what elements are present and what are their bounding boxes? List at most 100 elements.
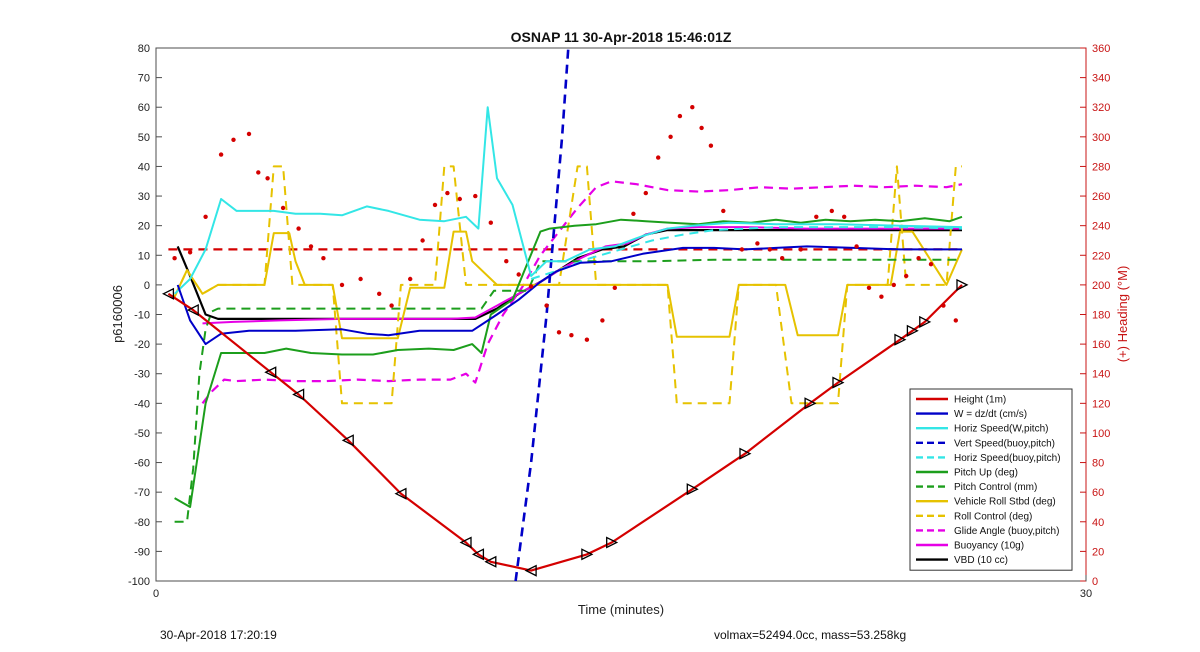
heading-point <box>504 259 509 264</box>
heading-point <box>265 176 270 181</box>
heading-point <box>544 303 549 308</box>
heading-point <box>389 303 394 308</box>
heading-tick-label: 300 <box>1092 132 1110 144</box>
series-vert-speed-buoy-pitch <box>514 47 570 582</box>
series-horiz-speed-w-pitch <box>173 106 963 295</box>
legend-label-vert-speed-buoy-pitch: Vert Speed(buoy,pitch) <box>954 438 1055 449</box>
heading-point <box>612 285 617 290</box>
height-marker <box>264 366 277 379</box>
heading-point <box>420 238 425 243</box>
heading-point <box>677 113 683 119</box>
heading-point <box>721 208 726 214</box>
y-tick-label: 80 <box>138 43 150 55</box>
heading-point <box>829 208 834 214</box>
y-tick-label: -20 <box>134 339 150 351</box>
chart-title: OSNAP 11 30-Apr-2018 15:46:01Z <box>511 29 732 45</box>
legend-label-roll-control-deg: Roll Control (deg) <box>954 511 1032 522</box>
legend: Height (1m) W = dz/dt (cm/s) Horiz Speed(W… <box>909 388 1073 571</box>
x-axis-label: Time (minutes) <box>578 602 664 617</box>
heading-point <box>699 125 704 131</box>
heading-point <box>172 256 177 261</box>
x-tick-label: 0 <box>153 588 159 600</box>
heading-point <box>928 262 934 267</box>
heading-tick-label: 320 <box>1092 102 1110 114</box>
heading-point <box>739 247 745 252</box>
legend-label-glide-angle-buoy-pitch: Glide Angle (buoy,pitch) <box>954 526 1059 537</box>
height-marker <box>484 555 497 568</box>
y-tick-label: 30 <box>138 191 150 203</box>
heading-point <box>866 285 872 290</box>
legend-label-buoyancy-10g: Buoyancy (10g) <box>954 541 1024 552</box>
heading-point <box>842 214 847 219</box>
heading-tick-label: 260 <box>1092 191 1110 203</box>
heading-point <box>358 276 363 282</box>
legend-label-horiz-speed-w-pitch: Horiz Speed(W,pitch) <box>954 424 1048 435</box>
heading-tick-label: 240 <box>1092 221 1110 233</box>
heading-tick-label: 80 <box>1092 458 1104 470</box>
heading-point <box>377 291 382 296</box>
y-tick-label: -10 <box>134 310 150 322</box>
y-tick-label: 70 <box>138 73 150 85</box>
height-marker <box>832 376 845 389</box>
heading-tick-label: 220 <box>1092 250 1110 262</box>
heading-tick-label: 40 <box>1092 517 1104 529</box>
heading-point <box>321 256 326 261</box>
heading-point <box>528 284 534 289</box>
legend-label-pitch-control-mm: Pitch Control (mm) <box>954 482 1037 493</box>
heading-tick-label: 20 <box>1092 546 1104 558</box>
heading-tick-label: 340 <box>1092 73 1110 85</box>
heading-point <box>256 170 261 175</box>
heading-point <box>643 190 648 196</box>
series-pitch-control-mm <box>174 258 962 523</box>
heading-point <box>408 276 413 282</box>
height-marker <box>161 287 175 300</box>
heading-point <box>916 256 921 261</box>
heading-tick-label: 100 <box>1092 428 1110 440</box>
heading-point <box>296 226 301 231</box>
y-tick-label: -100 <box>128 576 150 588</box>
heading-point <box>432 202 438 208</box>
height-marker <box>524 564 537 577</box>
height-marker <box>341 434 354 447</box>
footer-volmax-mass: volmax=52494.0cc, mass=53.258kg <box>714 628 907 642</box>
heading-point <box>584 337 590 342</box>
heading-point <box>631 211 636 216</box>
y-tick-label: -60 <box>134 458 150 470</box>
heading-point <box>879 294 884 299</box>
height-marker <box>894 333 907 346</box>
heading-point <box>656 155 661 160</box>
heading-point <box>668 134 673 139</box>
legend-box <box>909 388 1073 571</box>
y-tick-label: 20 <box>138 221 150 233</box>
y-tick-label: 50 <box>138 132 150 144</box>
footer-timestamp: 30-Apr-2018 17:20:19 <box>160 628 277 642</box>
heading-point <box>569 333 574 338</box>
height-marker <box>581 548 594 561</box>
height-marker <box>186 304 199 317</box>
heading-point <box>339 282 345 288</box>
height-marker <box>292 388 305 401</box>
heading-point <box>953 318 958 323</box>
heading-tick-label: 140 <box>1092 369 1110 381</box>
y-tick-label: -70 <box>134 487 150 499</box>
heading-point <box>798 247 803 252</box>
heading-point <box>187 250 193 255</box>
legend-label-w-dz-dt-cm-s: W = dz/dt (cm/s) <box>954 409 1027 420</box>
legend-label-horiz-speed-buoy-pitch: Horiz Speed(buoy,pitch) <box>954 453 1061 464</box>
series-layer <box>161 47 969 582</box>
heading-tick-label: 360 <box>1092 43 1110 55</box>
heading-tick-label: 120 <box>1092 398 1110 410</box>
series-buoyancy-10g <box>202 226 962 325</box>
heading-tick-label: 180 <box>1092 310 1110 322</box>
height-marker <box>906 324 919 337</box>
y-axis-label: p6160006 <box>110 285 125 343</box>
y-tick-label: -30 <box>134 369 150 381</box>
series-pitch-up-deg <box>174 215 963 508</box>
axes-layer: -100-90-80-70-60-50-40-30-20-10010203040… <box>128 43 1110 600</box>
heading-point <box>218 152 224 157</box>
height-marker <box>956 278 969 291</box>
heading-point <box>280 205 286 211</box>
heading-axis-label: (+) Heading (°M) <box>1115 266 1130 363</box>
heading-point <box>231 137 236 142</box>
y-tick-label: -90 <box>134 546 150 558</box>
